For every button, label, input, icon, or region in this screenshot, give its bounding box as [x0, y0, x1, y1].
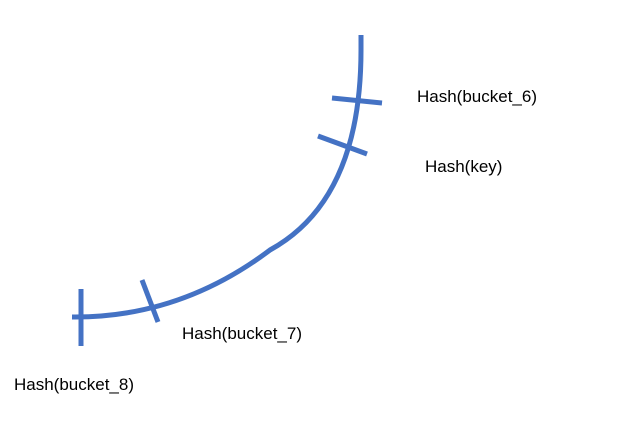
tick-bucket-7 — [139, 279, 161, 323]
hash-ring-arc — [71, 35, 364, 320]
tick-bucket-6 — [331, 95, 383, 106]
label-hash-bucket-8: Hash(bucket_8) — [14, 375, 135, 394]
tick-key — [317, 133, 368, 157]
label-hash-key: Hash(key) — [425, 157, 503, 176]
label-hash-bucket-7: Hash(bucket_7) — [182, 324, 303, 343]
label-hash-bucket-6: Hash(bucket_6) — [417, 87, 538, 106]
